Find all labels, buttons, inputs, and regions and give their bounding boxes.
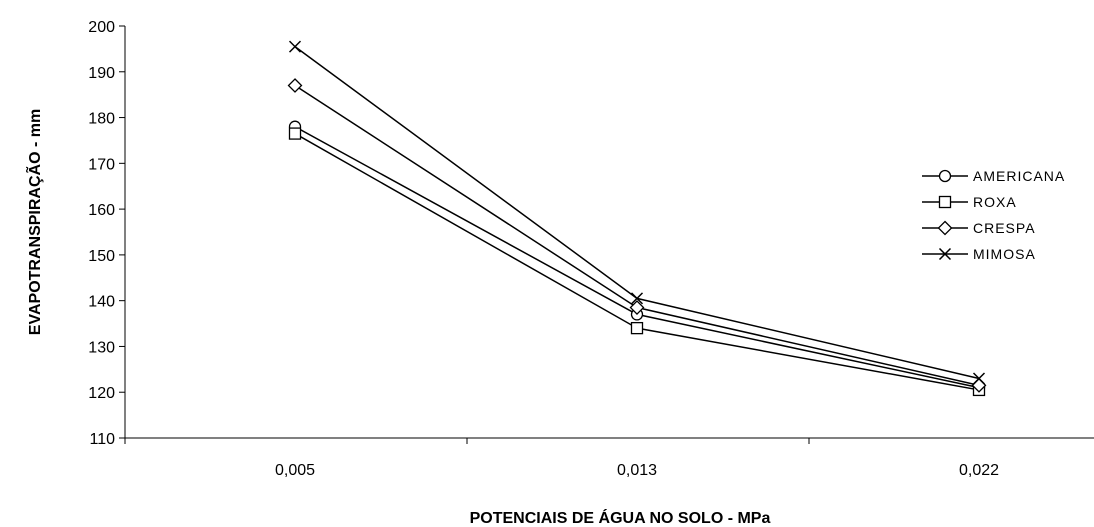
legend-marker-mimosa bbox=[938, 247, 952, 261]
legend-label-americana: AMERICANA bbox=[973, 168, 1065, 184]
data-point-mimosa bbox=[630, 292, 644, 305]
legend: AMERICANA ROXA CRESPA MIMOSA bbox=[922, 168, 1065, 262]
y-tick-label: 130 bbox=[88, 339, 115, 356]
legend-item-mimosa: MIMOSA bbox=[922, 246, 1036, 262]
y-tick-label: 150 bbox=[88, 248, 115, 265]
legend-marker-roxa bbox=[938, 195, 952, 209]
x-axis-title: POTENCIAIS DE ÁGUA NO SOLO - MPa bbox=[470, 508, 771, 527]
legend-item-roxa: ROXA bbox=[922, 194, 1017, 210]
series-line-americana bbox=[294, 126, 980, 389]
y-tick-label: 170 bbox=[88, 156, 115, 173]
plot-area: 110 120 130 140 150 160 170 180 190 200 0,005 0,01… bbox=[88, 19, 1094, 479]
x-tick-label: 0,022 bbox=[959, 462, 999, 479]
y-tick-label: 110 bbox=[89, 431, 115, 448]
legend-label-crespa: CRESPA bbox=[973, 220, 1036, 236]
series-markers bbox=[287, 40, 987, 397]
legend-item-crespa: CRESPA bbox=[922, 220, 1036, 236]
y-tick-label: 120 bbox=[88, 385, 115, 402]
series-lines bbox=[294, 45, 980, 391]
series-line-crespa bbox=[294, 84, 980, 387]
series-line-roxa bbox=[294, 132, 980, 391]
y-axis-ticks: 110 120 130 140 150 160 170 180 190 200 bbox=[88, 19, 125, 448]
data-point-crespa bbox=[287, 78, 303, 93]
legend-marker-crespa bbox=[937, 220, 953, 236]
data-point-crespa bbox=[629, 300, 645, 315]
data-point-roxa bbox=[288, 127, 302, 140]
data-point-mimosa bbox=[972, 372, 986, 385]
x-tick-label: 0,005 bbox=[275, 462, 315, 479]
data-point-roxa bbox=[630, 321, 644, 335]
y-axis-title: EVAPOTRANSPIRAÇÃO - mm bbox=[24, 109, 44, 335]
legend-item-americana: AMERICANA bbox=[922, 168, 1065, 184]
legend-label-mimosa: MIMOSA bbox=[973, 246, 1036, 262]
legend-marker-americana bbox=[938, 169, 952, 183]
x-axis-ticks: 0,005 0,013 0,022 bbox=[124, 438, 999, 479]
y-tick-label: 160 bbox=[88, 202, 115, 219]
y-tick-label: 140 bbox=[88, 294, 115, 311]
data-point-mimosa bbox=[288, 40, 302, 53]
y-tick-label: 190 bbox=[88, 65, 115, 82]
legend-label-roxa: ROXA bbox=[973, 194, 1017, 210]
y-tick-label: 200 bbox=[88, 19, 115, 36]
x-tick-label: 0,013 bbox=[617, 462, 657, 479]
y-tick-label: 180 bbox=[88, 111, 115, 128]
